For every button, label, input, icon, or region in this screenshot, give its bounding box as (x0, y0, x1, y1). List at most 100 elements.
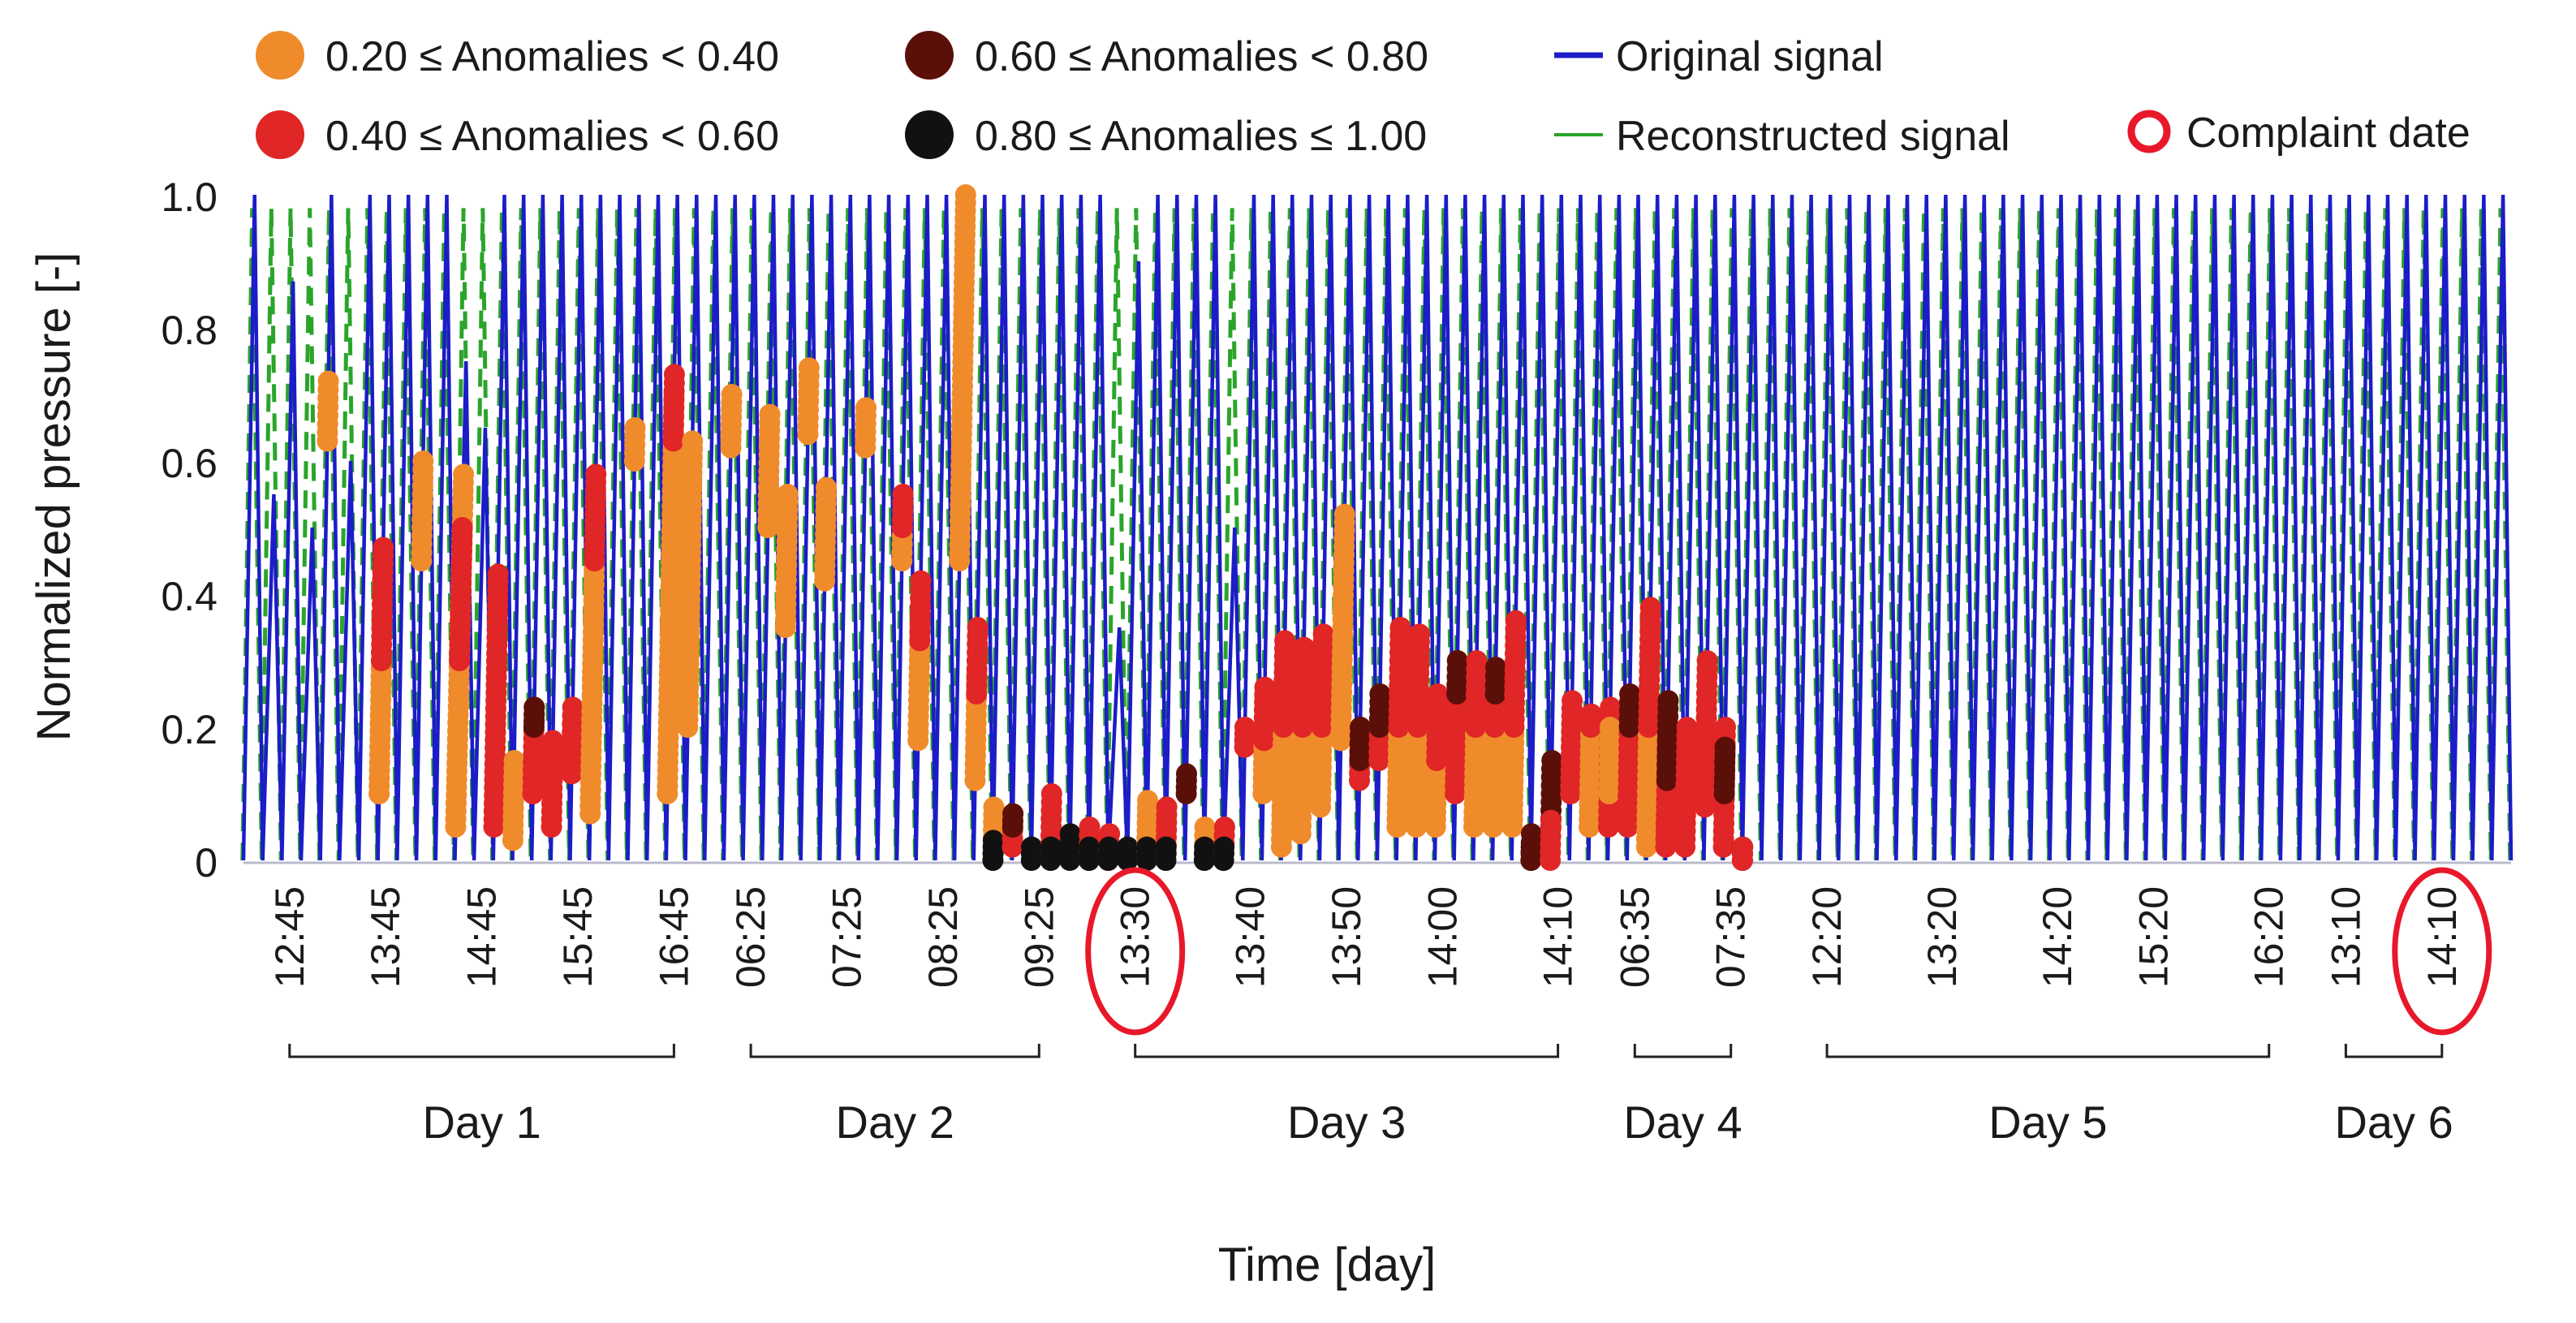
x-tick-label: 14:45 (459, 886, 505, 988)
anomaly-segment (1713, 736, 1736, 804)
anomaly-marker (1156, 796, 1178, 818)
day-bracket: Day 1 (288, 1044, 675, 1148)
legend-label: 0.60 ≤ Anomalies < 0.80 (975, 33, 1428, 80)
legend-ring-icon (2127, 110, 2171, 153)
anomaly-segment (584, 463, 607, 571)
anomaly-segment (891, 484, 914, 538)
anomaly-marker (1369, 683, 1391, 705)
anomaly-marker (1155, 836, 1177, 858)
anomaly-segment (949, 184, 976, 571)
x-tick-label: 16:20 (2246, 886, 2292, 988)
anomaly-segment (797, 357, 820, 446)
day-bracket-line (1633, 1044, 1733, 1058)
x-tick-label: 13:30 (1113, 886, 1158, 988)
anomaly-marker (1040, 836, 1062, 858)
x-tick-label: 12:20 (1804, 886, 1850, 988)
y-tick-label: 0.6 (161, 441, 218, 486)
anomaly-marker (777, 484, 799, 505)
x-tick-label: 13:20 (1919, 886, 1965, 988)
day-label: Day 6 (2334, 1097, 2453, 1148)
anomaly-marker (1274, 630, 1296, 652)
anomaly-marker (1350, 717, 1372, 738)
x-tick-label: 13:40 (1228, 886, 1273, 988)
anomaly-marker (1098, 836, 1120, 858)
anomaly-segment (774, 484, 799, 638)
x-tick-label: 14:00 (1420, 886, 1466, 988)
anomaly-marker (967, 617, 989, 638)
anomaly-marker (1599, 717, 1621, 738)
x-tick-label: 13:10 (2323, 886, 2368, 988)
anomaly-segment (1270, 717, 1294, 858)
anomaly-segment (909, 570, 932, 652)
anomaly-segment (579, 550, 605, 825)
anomaly-marker (317, 370, 339, 392)
day-bracket: Day 2 (749, 1044, 1040, 1148)
anomaly-marker (542, 730, 564, 752)
anomaly-marker (1541, 750, 1563, 771)
complaint-date-ring (1085, 867, 1186, 1036)
anomaly-segment (1617, 683, 1641, 838)
anomaly-marker (1657, 690, 1679, 712)
anomaly-marker (1714, 736, 1736, 758)
anomaly-segment (1040, 836, 1062, 871)
anomaly-segment (1388, 617, 1411, 738)
anomaly-segment (1234, 717, 1256, 758)
anomaly-segment (1674, 717, 1698, 858)
legend-label: Reconstructed signal (1616, 113, 2010, 160)
anomaly-marker (1389, 617, 1411, 638)
anomaly-marker (1194, 836, 1216, 858)
anomaly-marker (1446, 650, 1468, 671)
anomaly-segment (757, 403, 781, 538)
anomaly-marker (682, 430, 704, 452)
legend-item: Complaint date (2127, 110, 2470, 157)
x-tick-label: 07:35 (1708, 886, 1754, 988)
anomaly-marker (1021, 836, 1043, 858)
anomaly-segment (1407, 623, 1430, 738)
x-axis-label: Time [day] (1218, 1239, 1437, 1291)
anomaly-marker (412, 450, 434, 472)
x-tick-label: 07:25 (825, 886, 870, 988)
y-tick-label: 1.0 (161, 175, 218, 220)
anomaly-marker (1079, 817, 1101, 838)
anomaly-marker (954, 184, 976, 205)
day-label: Day 2 (836, 1097, 954, 1148)
anomaly-marker (721, 384, 743, 405)
anomaly-marker (1293, 636, 1315, 658)
legend-marker-icon (256, 110, 304, 159)
x-tick-label: 06:35 (1612, 886, 1657, 988)
legend-item: 0.40 ≤ Anomalies < 0.60 (256, 110, 779, 160)
x-tick-label: 13:45 (363, 886, 408, 988)
day-bracket-line (1134, 1044, 1560, 1058)
anomaly-marker (1213, 836, 1235, 858)
anomaly-marker (855, 397, 877, 419)
anomaly-marker (503, 750, 525, 771)
anomaly-marker (983, 796, 1005, 818)
day-label: Day 5 (1988, 1097, 2107, 1148)
anomaly-marker (585, 463, 607, 485)
anomaly-marker (1427, 683, 1449, 705)
anomaly-marker (1409, 623, 1430, 645)
x-tick-label: 13:50 (1324, 886, 1369, 988)
anomaly-marker (373, 537, 394, 558)
legend-marker-icon (905, 31, 954, 80)
x-tick-label: 14:10 (2419, 886, 2465, 988)
anomaly-segment (317, 370, 339, 452)
anomaly-marker (1136, 836, 1158, 858)
day-label: Day 3 (1287, 1097, 1406, 1148)
legend-label: Complaint date (2186, 110, 2470, 157)
anomaly-marker (663, 364, 685, 386)
legend-item: 0.80 ≤ Anomalies ≤ 1.00 (905, 110, 1427, 160)
anomaly-segment (966, 617, 989, 705)
anomaly-segment (1078, 836, 1101, 871)
legend-item: Original signal (1554, 33, 1884, 80)
anomaly-segment (677, 430, 704, 738)
y-tick-label: 0.4 (161, 574, 218, 619)
anomaly-segment (1446, 650, 1468, 705)
anomaly-segment (814, 476, 837, 592)
anomaly-marker (1040, 783, 1062, 804)
legend-label: 0.40 ≤ Anomalies < 0.60 (325, 113, 779, 160)
anomaly-segment (982, 830, 1004, 871)
anomaly-marker (1194, 817, 1216, 838)
anomaly-segment (1002, 803, 1024, 838)
day-bracket: Day 6 (2334, 1044, 2453, 1148)
